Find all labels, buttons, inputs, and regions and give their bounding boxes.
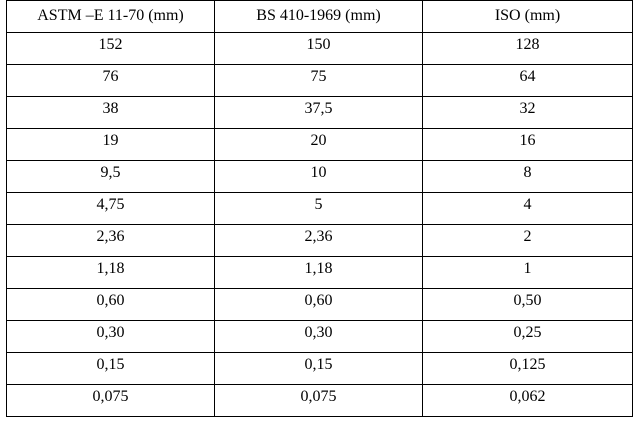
cell-bs: 37,5	[214, 96, 423, 129]
cell-astm: 4,75	[6, 192, 215, 225]
table-row: 1,18 1,18 1	[6, 256, 633, 289]
header-bs: BS 410-1969 (mm)	[214, 0, 423, 33]
table-row: 9,5 10 8	[6, 160, 633, 193]
table-row: 38 37,5 32	[6, 96, 633, 129]
table-row: 152 150 128	[6, 32, 633, 65]
cell-astm: 0,15	[6, 352, 215, 385]
cell-astm: 38	[6, 96, 215, 129]
cell-iso: 0,125	[422, 352, 633, 385]
cell-astm: 19	[6, 128, 215, 161]
table-row: 19 20 16	[6, 128, 633, 161]
cell-bs: 1,18	[214, 256, 423, 289]
cell-bs: 0,30	[214, 320, 423, 353]
cell-iso: 0,25	[422, 320, 633, 353]
table-header: ASTM –E 11-70 (mm) BS 410-1969 (mm) ISO …	[6, 0, 633, 33]
cell-bs: 10	[214, 160, 423, 193]
cell-iso: 4	[422, 192, 633, 225]
cell-bs: 5	[214, 192, 423, 225]
cell-bs: 2,36	[214, 224, 423, 257]
header-row: ASTM –E 11-70 (mm) BS 410-1969 (mm) ISO …	[6, 0, 633, 33]
cell-astm: 0,60	[6, 288, 215, 321]
table-row: 0,15 0,15 0,125	[6, 352, 633, 385]
cell-astm: 9,5	[6, 160, 215, 193]
cell-iso: 1	[422, 256, 633, 289]
cell-bs: 20	[214, 128, 423, 161]
cell-bs: 0,075	[214, 384, 423, 417]
table-row: 76 75 64	[6, 64, 633, 97]
cell-bs: 150	[214, 32, 423, 65]
cell-astm: 76	[6, 64, 215, 97]
table-body: 152 150 128 76 75 64 38 37,5 32 19 20 16 9,5 10 8 4,75 5…	[6, 32, 633, 417]
cell-iso: 2	[422, 224, 633, 257]
cell-bs: 0,15	[214, 352, 423, 385]
cell-bs: 0,60	[214, 288, 423, 321]
cell-iso: 128	[422, 32, 633, 65]
cell-astm: 0,075	[6, 384, 215, 417]
table-row: 0,60 0,60 0,50	[6, 288, 633, 321]
cell-iso: 8	[422, 160, 633, 193]
table-row: 0,075 0,075 0,062	[6, 384, 633, 417]
header-astm: ASTM –E 11-70 (mm)	[6, 0, 215, 33]
cell-iso: 0,062	[422, 384, 633, 417]
cell-bs: 75	[214, 64, 423, 97]
table-row: 2,36 2,36 2	[6, 224, 633, 257]
sieve-size-table: ASTM –E 11-70 (mm) BS 410-1969 (mm) ISO …	[6, 0, 633, 417]
cell-astm: 1,18	[6, 256, 215, 289]
cell-iso: 64	[422, 64, 633, 97]
table-row: 0,30 0,30 0,25	[6, 320, 633, 353]
cell-iso: 32	[422, 96, 633, 129]
cell-astm: 0,30	[6, 320, 215, 353]
cell-astm: 152	[6, 32, 215, 65]
cell-astm: 2,36	[6, 224, 215, 257]
cell-iso: 16	[422, 128, 633, 161]
cell-iso: 0,50	[422, 288, 633, 321]
header-iso: ISO (mm)	[422, 0, 633, 33]
table-row: 4,75 5 4	[6, 192, 633, 225]
